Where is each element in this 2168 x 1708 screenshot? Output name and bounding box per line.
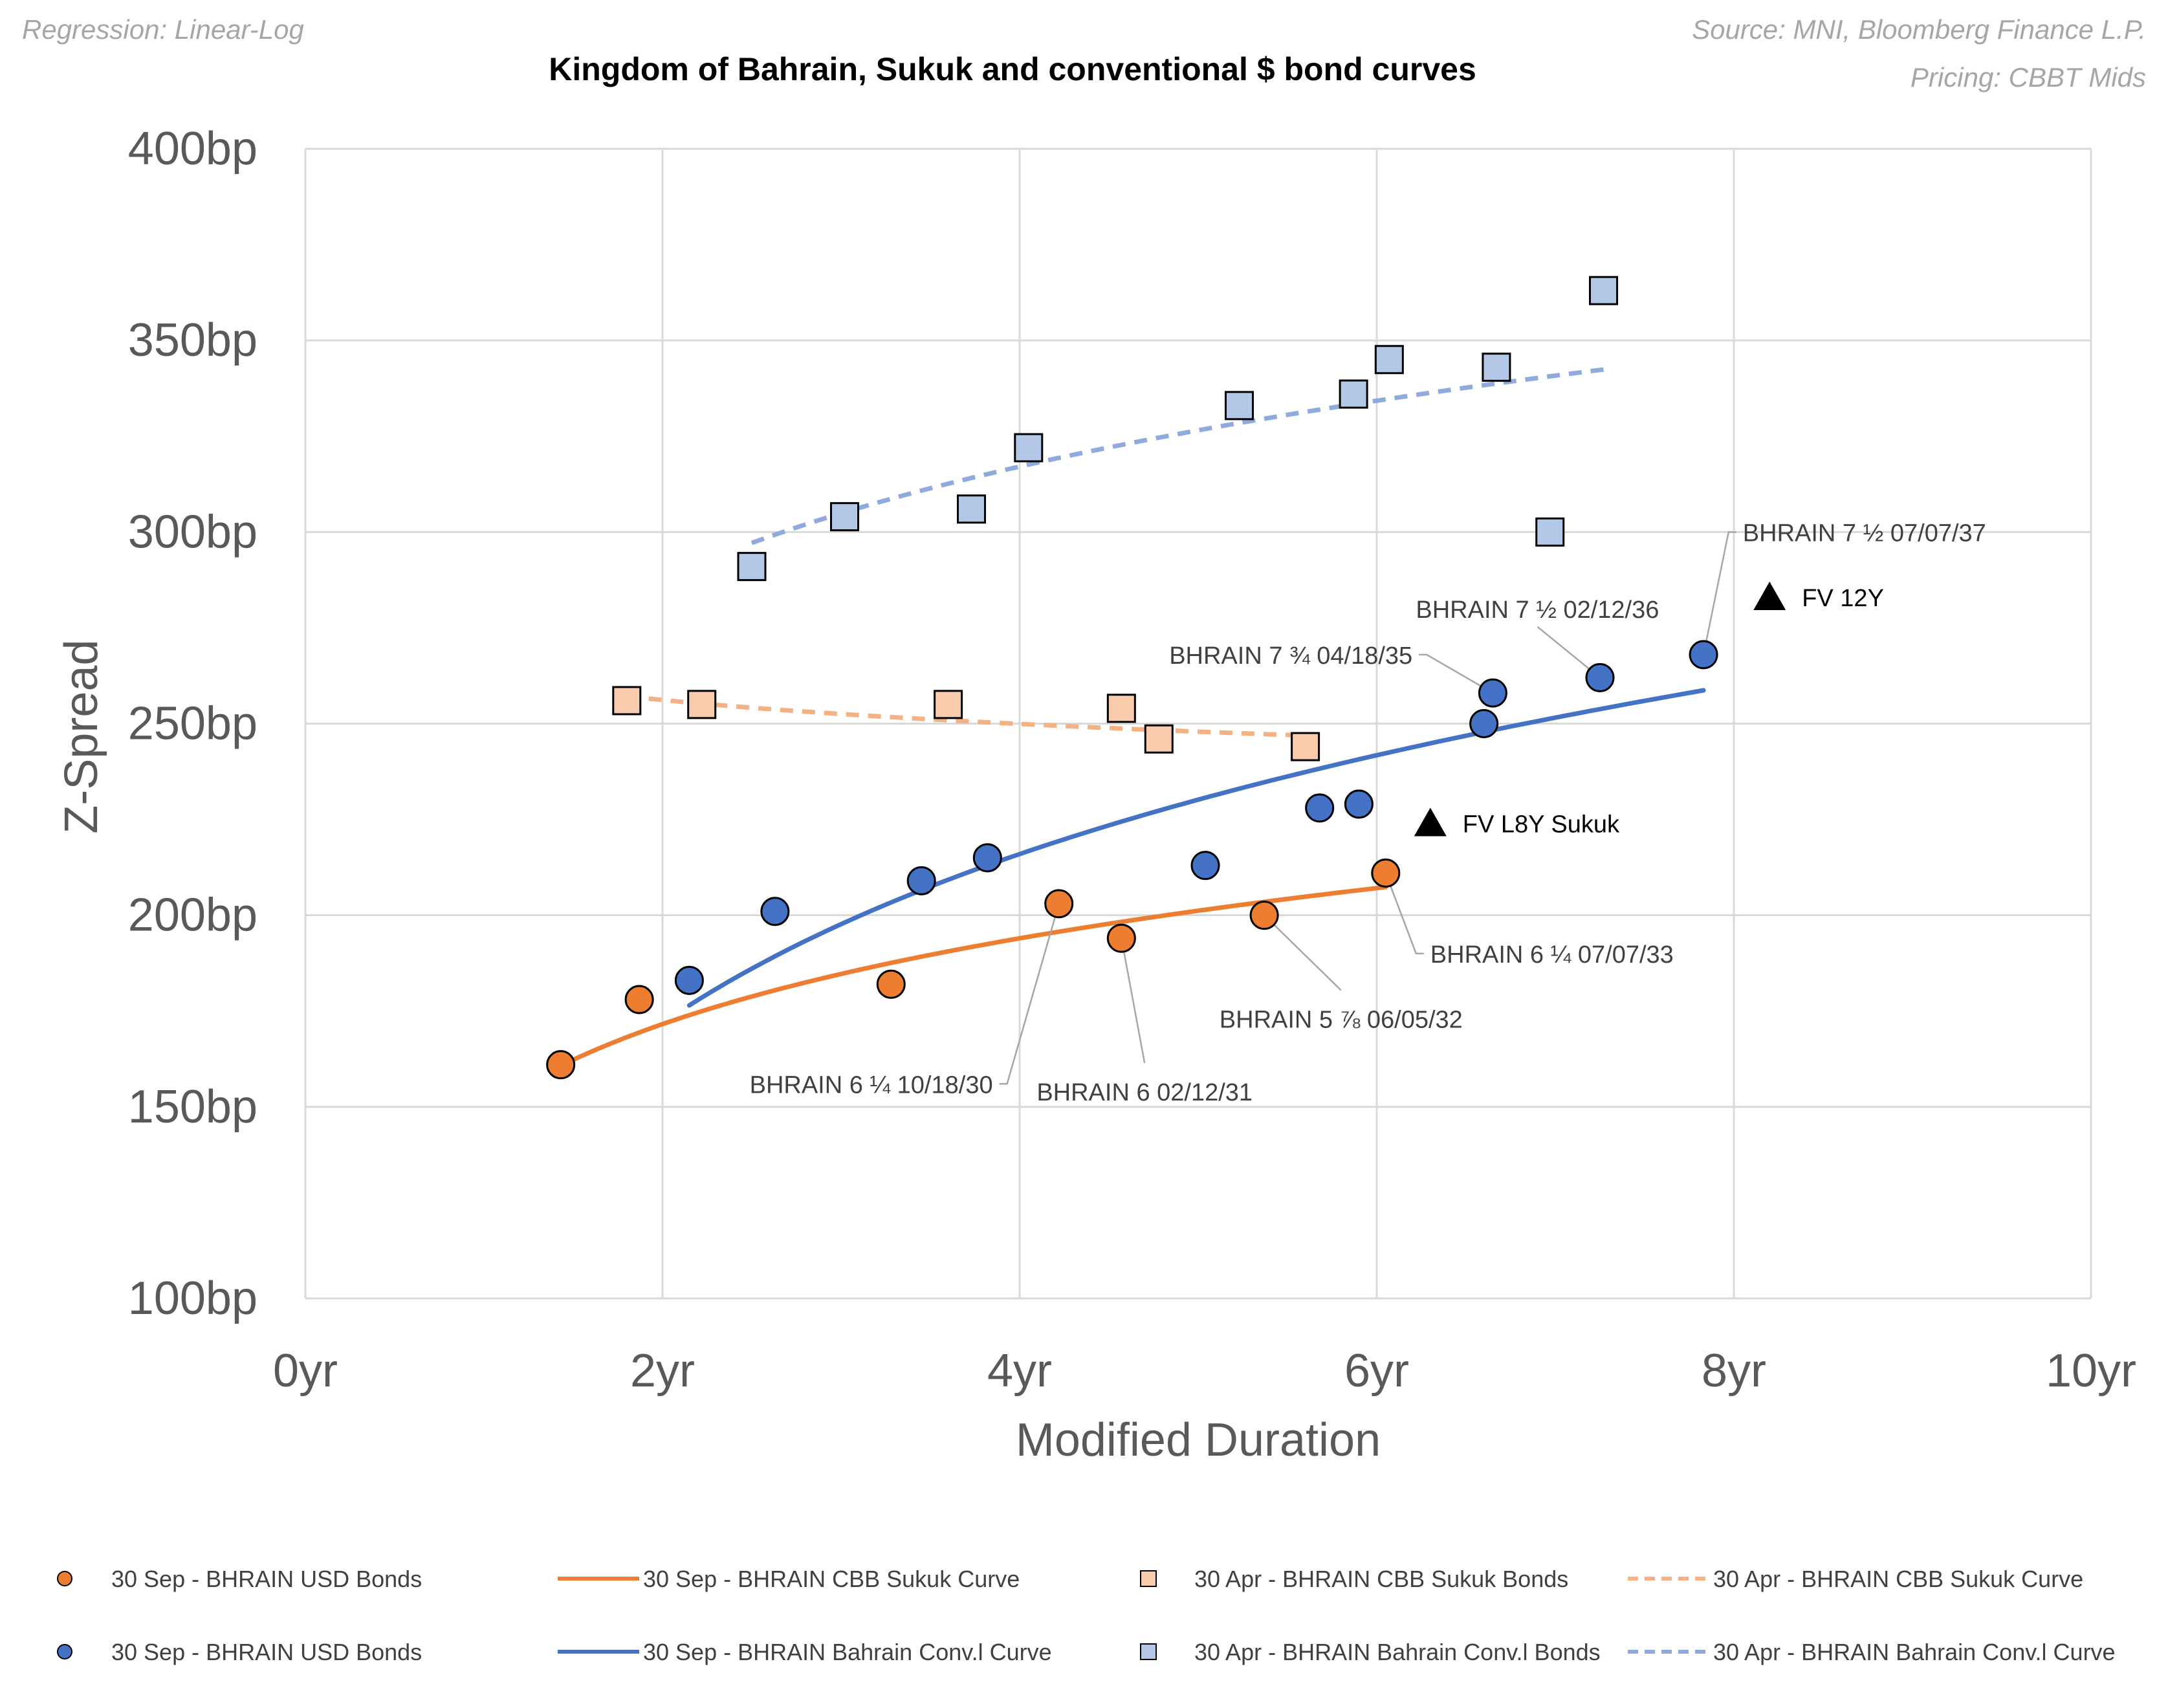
data-point-series-4 [1689,640,1718,670]
y-tick-label: 200bp [128,890,257,941]
legend-swatch [57,1571,72,1586]
data-point-series-6 [1589,276,1619,305]
fair-value-label: FV 12Y [1802,585,1884,612]
data-point-series-0 [876,969,906,999]
data-point-series-2 [687,690,717,719]
y-axis-title: Z-Spread [56,639,107,833]
annotation-leader-line [999,903,1060,1085]
data-point-series-2 [1144,724,1174,754]
fair-value-marker [1414,807,1447,837]
legend-swatch [1140,1570,1157,1587]
data-point-series-6 [830,502,860,532]
y-tick-label: 250bp [128,698,257,750]
curve-series-5 [686,688,1706,1008]
legend-label: 30 Apr - BHRAIN Bahrain Conv.l Curve [1713,1639,2116,1665]
curve-layer [558,367,1706,1068]
fair-value-label: FV L8Y Sukuk [1463,811,1620,838]
legend-label: 30 Sep - BHRAIN USD Bonds [111,1639,422,1665]
x-tick-label: 0yr [273,1345,338,1397]
marker-layer: FV 12Y FV L8Y Sukuk [546,276,1884,1080]
x-tick-label: 10yr [2046,1345,2136,1397]
data-point-series-2 [612,686,642,716]
annotation-label: BHRAIN 5 ⅞ 06/05/32 [1220,1007,1463,1034]
annotation-label: BHRAIN 6 02/12/31 [1036,1079,1253,1106]
annotation-label: BHRAIN 6 ¼ 10/18/30 [750,1071,993,1099]
data-point-series-4 [1585,662,1615,692]
legend-label: 30 Sep - BHRAIN CBB Sukuk Curve [643,1566,1020,1592]
data-point-series-0 [1371,859,1401,888]
data-point-series-4 [1305,793,1335,823]
fair-value-marker [1753,582,1786,611]
y-tick-label: 100bp [128,1273,257,1324]
data-point-series-4 [1344,789,1374,819]
data-point-series-6 [737,552,767,582]
data-point-series-4 [972,843,1002,873]
annotation-label: BHRAIN 7 ½ 07/07/37 [1743,520,1986,547]
axis-layer: 0yr 2yr 4yr 6yr 8yr 10yr 100bp 150bp 200bp 250bp 3… [56,123,2136,1466]
legend-label: 30 Sep - BHRAIN USD Bonds [111,1566,422,1592]
data-point-series-0 [1044,889,1074,919]
data-point-series-4 [760,897,790,926]
x-axis-title: Modified Duration [1016,1414,1381,1466]
legend-label: 30 Sep - BHRAIN Bahrain Conv.l Curve [643,1639,1052,1665]
source-note: Source: MNI, Bloomberg Finance L.P. [1692,14,2146,45]
regression-note: Regression: Linear-Log [22,14,304,45]
data-point-series-4 [674,965,704,995]
data-point-series-4 [906,866,936,895]
curve-series-7 [750,367,1604,545]
grid-layer [304,148,2092,1300]
legend-layer: 30 Sep - BHRAIN USD Bonds 30 Sep - BHRAIN… [57,1566,2116,1665]
legend-swatch [1140,1643,1157,1660]
data-point-series-6 [1374,345,1404,375]
legend-label: 30 Apr - BHRAIN CBB Sukuk Curve [1713,1566,2083,1592]
annotation-leader-line [1385,873,1424,955]
data-point-series-0 [1106,923,1136,953]
annotation-leader-line [1702,531,1736,655]
y-tick-label: 300bp [128,506,257,558]
legend-swatch [57,1644,72,1659]
data-point-series-6 [956,494,986,524]
data-point-series-4 [1478,678,1507,708]
data-point-series-6 [1014,433,1044,463]
data-point-series-2 [934,690,963,719]
x-tick-label: 4yr [987,1345,1052,1397]
x-tick-label: 2yr [630,1345,695,1397]
data-point-series-4 [1190,851,1220,881]
pricing-note: Pricing: CBBT Mids [1910,62,2146,93]
annotation-leader-line [1264,914,1342,991]
data-point-series-6 [1535,517,1565,547]
annotation-label: BHRAIN 7 ½ 02/12/36 [1416,597,1659,624]
data-point-series-6 [1339,379,1368,409]
curve-series-3 [626,694,1306,738]
data-point-series-0 [624,985,654,1014]
y-tick-label: 400bp [128,123,257,175]
y-tick-label: 150bp [128,1081,257,1133]
data-point-series-4 [1469,709,1499,738]
annotation-leader-line [1121,937,1146,1064]
data-point-series-0 [546,1050,576,1080]
x-tick-label: 8yr [1702,1345,1766,1397]
data-point-series-6 [1482,353,1511,382]
annotation-label: BHRAIN 6 ¼ 07/07/33 [1430,941,1674,969]
y-tick-label: 350bp [128,314,257,366]
x-tick-label: 6yr [1344,1345,1409,1397]
annotation-leader-line [1419,653,1494,694]
data-point-series-2 [1291,732,1320,761]
legend-label: 30 Apr - BHRAIN Bahrain Conv.l Bonds [1194,1639,1601,1665]
annotation-label: BHRAIN 7 ¾ 04/18/35 [1169,642,1412,670]
data-point-series-2 [1106,694,1136,723]
data-point-series-0 [1249,901,1279,930]
curve-series-1 [558,884,1388,1068]
chart-title: Kingdom of Bahrain, Sukuk and convention… [549,51,1476,87]
data-point-series-6 [1224,391,1254,421]
legend-label: 30 Apr - BHRAIN CBB Sukuk Bonds [1194,1566,1568,1592]
